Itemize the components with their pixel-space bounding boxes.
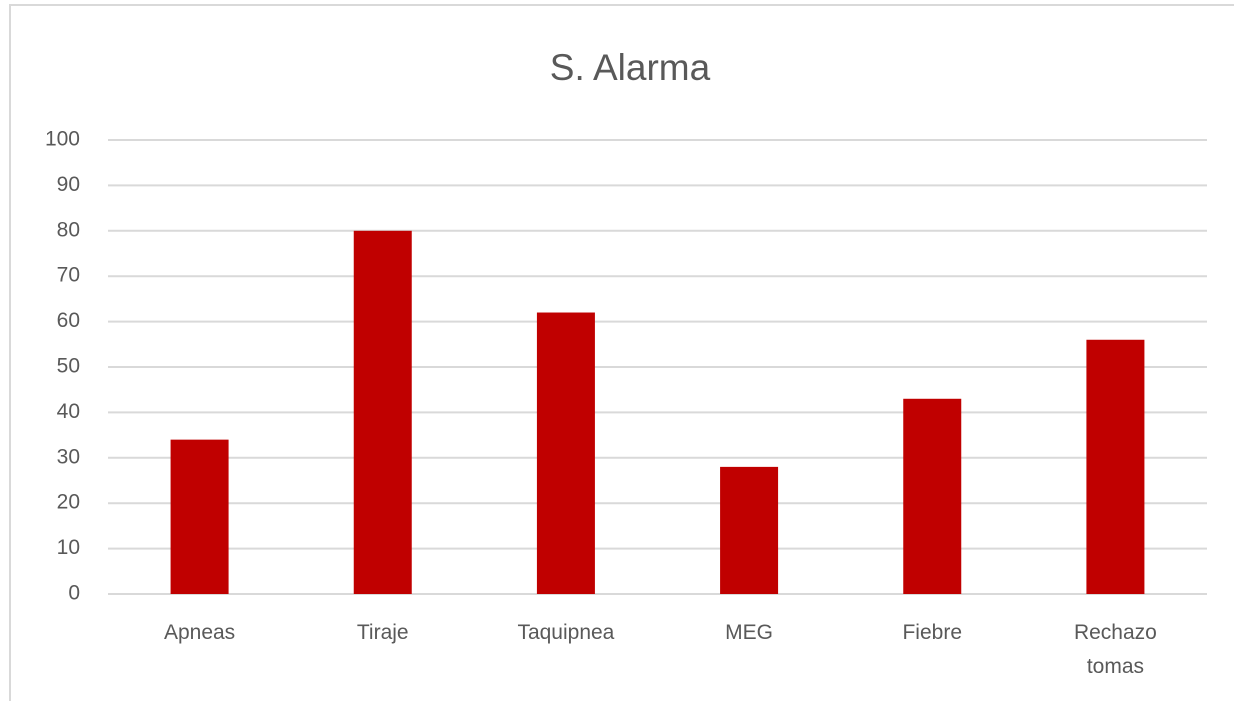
x-tick-label: MEG (725, 621, 773, 644)
y-tick-label: 90 (57, 173, 80, 196)
x-tick-label: Fiebre (902, 621, 963, 644)
x-tick-label: Rechazo tomas (1073, 621, 1157, 678)
chart-frame (9, 4, 1234, 701)
x-tick-label: Taquipnea (517, 621, 615, 644)
bar (353, 230, 412, 595)
bar (536, 312, 595, 594)
y-tick-label: 30 (57, 445, 80, 468)
y-tick-label: 100 (45, 128, 80, 151)
bar (903, 398, 962, 594)
y-tick-label: 10 (57, 536, 80, 559)
y-tick-label: 80 (57, 218, 80, 241)
bar (720, 466, 779, 594)
chart-title: S. Alarma (550, 47, 711, 88)
bar (1086, 339, 1145, 594)
y-tick-label: 50 (57, 355, 80, 378)
y-tick-label: 20 (57, 491, 80, 514)
y-tick-label: 60 (57, 309, 80, 332)
y-tick-label: 40 (57, 400, 80, 423)
x-tick-label: Tiraje (356, 621, 409, 644)
bar (170, 439, 229, 594)
x-tick-label: Apneas (163, 621, 236, 644)
y-tick-label: 0 (68, 582, 80, 605)
y-tick-label: 70 (57, 264, 80, 287)
